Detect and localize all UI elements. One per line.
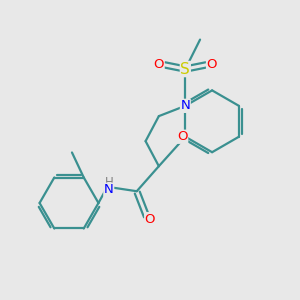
Text: H: H xyxy=(104,176,113,189)
Text: O: O xyxy=(154,58,164,71)
Text: O: O xyxy=(207,58,217,71)
Text: O: O xyxy=(145,213,155,226)
Text: N: N xyxy=(181,99,190,112)
Text: N: N xyxy=(104,183,114,196)
Text: O: O xyxy=(177,130,188,143)
Text: S: S xyxy=(181,61,190,76)
